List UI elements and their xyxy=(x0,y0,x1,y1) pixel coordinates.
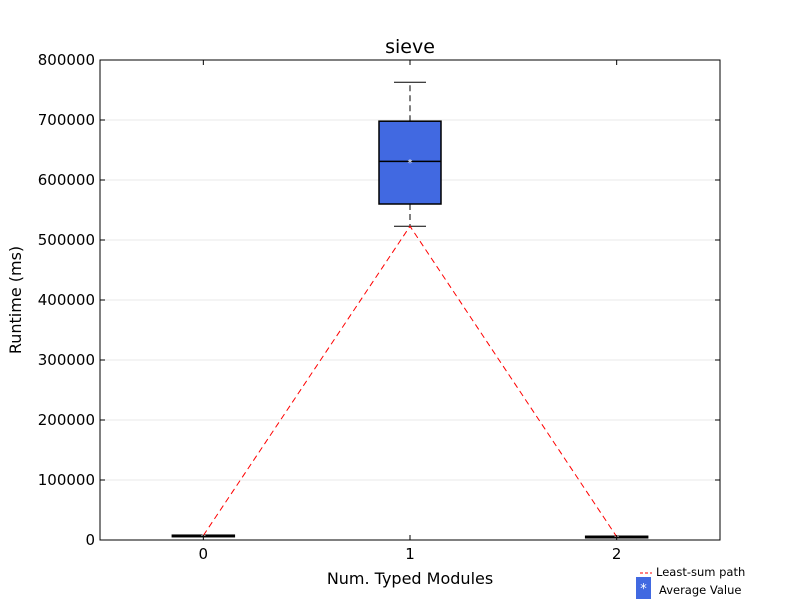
y-tick-label: 400000 xyxy=(38,291,95,309)
legend-average-star-icon: * xyxy=(640,582,647,597)
least-sum-path xyxy=(202,225,618,537)
y-tick-label: 700000 xyxy=(38,111,95,129)
y-tick-label: 500000 xyxy=(38,231,95,249)
axis-ticks: 0 100000 200000 300000 400000 500000 600000 700… xyxy=(38,51,720,563)
y-tick-label: 200000 xyxy=(38,411,95,429)
legend-path-label: Least-sum path xyxy=(656,565,745,579)
mean-marker-icon: * xyxy=(408,158,413,169)
x-axis-label: Num. Typed Modules xyxy=(327,569,493,588)
x-tick-label: 0 xyxy=(199,545,209,563)
least-sum-path-line xyxy=(202,225,618,537)
iqr-box xyxy=(378,120,442,205)
y-axis-label: Runtime (ms) xyxy=(6,246,25,354)
y-tick-label: 600000 xyxy=(38,171,95,189)
x-tick-label: 2 xyxy=(612,545,622,563)
legend-average-label: Average Value xyxy=(659,583,741,597)
legend-average-swatch xyxy=(636,577,651,599)
box-plots: *** xyxy=(171,81,649,543)
x-tick-label: 1 xyxy=(405,545,415,563)
y-tick-label: 0 xyxy=(85,531,95,549)
legend: Least-sum path * Average Value xyxy=(636,565,745,599)
y-tick-label: 800000 xyxy=(38,51,95,69)
y-tick-label: 300000 xyxy=(38,351,95,369)
y-tick-label: 100000 xyxy=(38,471,95,489)
chart-title: sieve xyxy=(385,36,435,58)
